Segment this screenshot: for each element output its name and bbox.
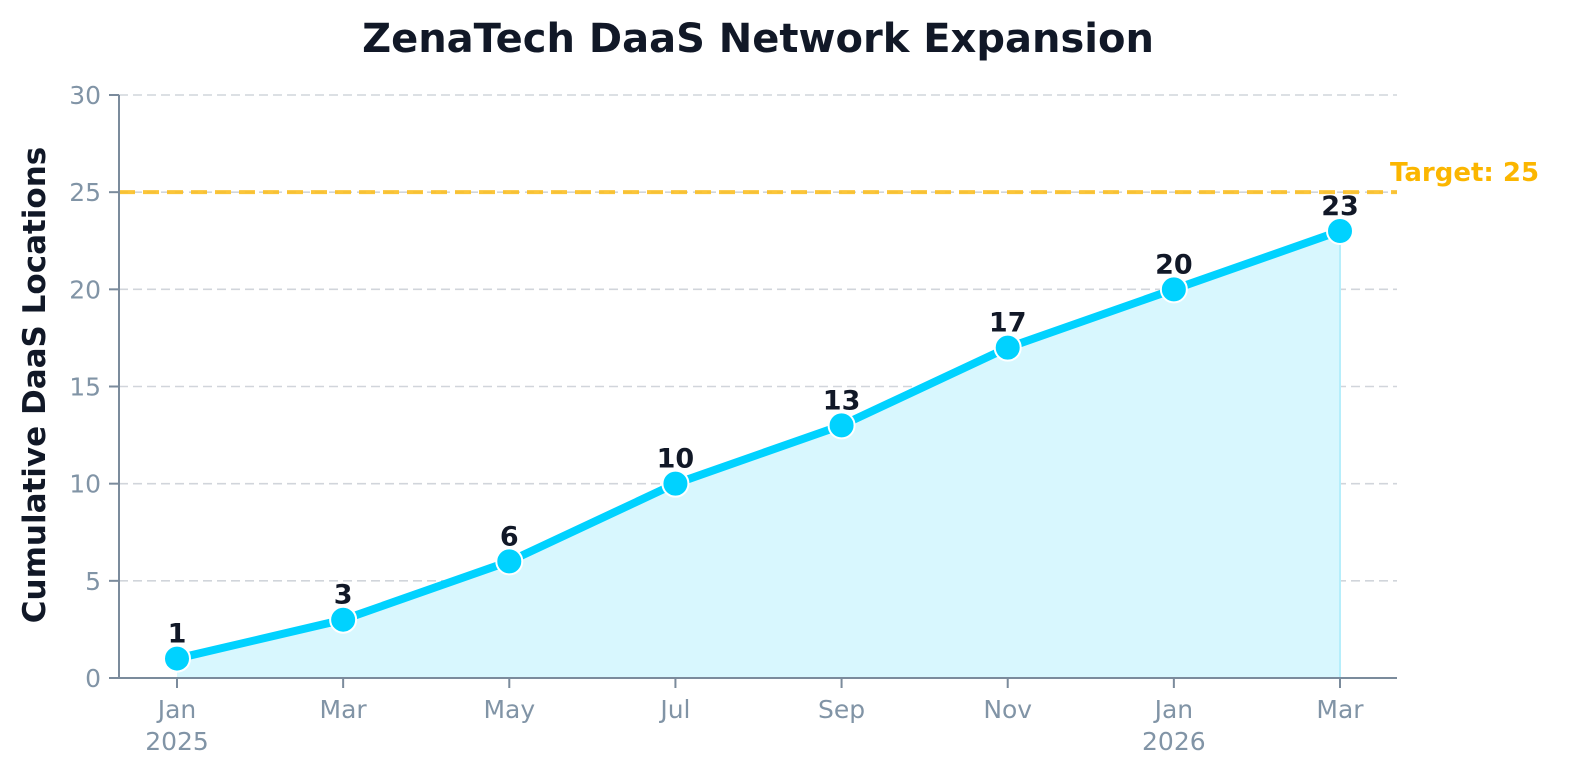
- x-tick-label-7: Mar: [1316, 695, 1364, 724]
- data-label-1: 3: [334, 580, 353, 611]
- data-point-4: [827, 411, 856, 440]
- y-tick-label-0: 0: [85, 664, 101, 693]
- x-tick-label-0: Jan: [156, 695, 197, 724]
- data-label-5: 17: [989, 308, 1027, 339]
- data-point-3: [661, 469, 690, 498]
- series-line-group: [173, 227, 1344, 663]
- y-axis-label: Cumulative DaaS Locations: [17, 147, 53, 624]
- data-label-2: 6: [500, 521, 519, 552]
- x-tick-label-3: Jul: [658, 695, 690, 724]
- x-tick-sublabel-6: 2026: [1142, 727, 1206, 756]
- data-points: [163, 217, 1354, 673]
- x-tick-label-4: Sep: [818, 695, 865, 724]
- x-tick-label-6: Jan: [1153, 695, 1194, 724]
- data-point-5: [993, 333, 1022, 362]
- y-tick-label-20: 20: [69, 275, 101, 304]
- y-tick-label-15: 15: [69, 373, 101, 402]
- data-point-7: [1326, 217, 1354, 246]
- y-tick-label-5: 5: [85, 567, 101, 596]
- y-tick-label-10: 10: [69, 470, 101, 499]
- axes: [109, 94, 1397, 688]
- data-point-2: [495, 547, 524, 576]
- x-tick-label-2: May: [483, 695, 535, 724]
- y-tick-label-30: 30: [69, 81, 101, 110]
- data-label-4: 13: [823, 385, 861, 416]
- data-label-6: 20: [1155, 249, 1193, 280]
- x-tick-sublabel-0: 2025: [145, 727, 209, 756]
- target-line-group: Target: 25: [119, 158, 1539, 195]
- data-point-0: [163, 644, 191, 673]
- data-point-1: [329, 605, 358, 634]
- target-label: Target: 25: [1390, 158, 1539, 188]
- series-line: [173, 227, 1344, 663]
- data-label-0: 1: [168, 619, 187, 650]
- chart-title: ZenaTech DaaS Network Expansion: [362, 16, 1154, 62]
- x-tick-label-1: Mar: [320, 695, 368, 724]
- data-label-3: 10: [657, 444, 695, 475]
- y-tick-label-25: 25: [69, 178, 101, 207]
- data-label-7: 23: [1321, 191, 1359, 222]
- x-tick-label-5: Nov: [983, 695, 1032, 724]
- data-point-6: [1159, 275, 1188, 304]
